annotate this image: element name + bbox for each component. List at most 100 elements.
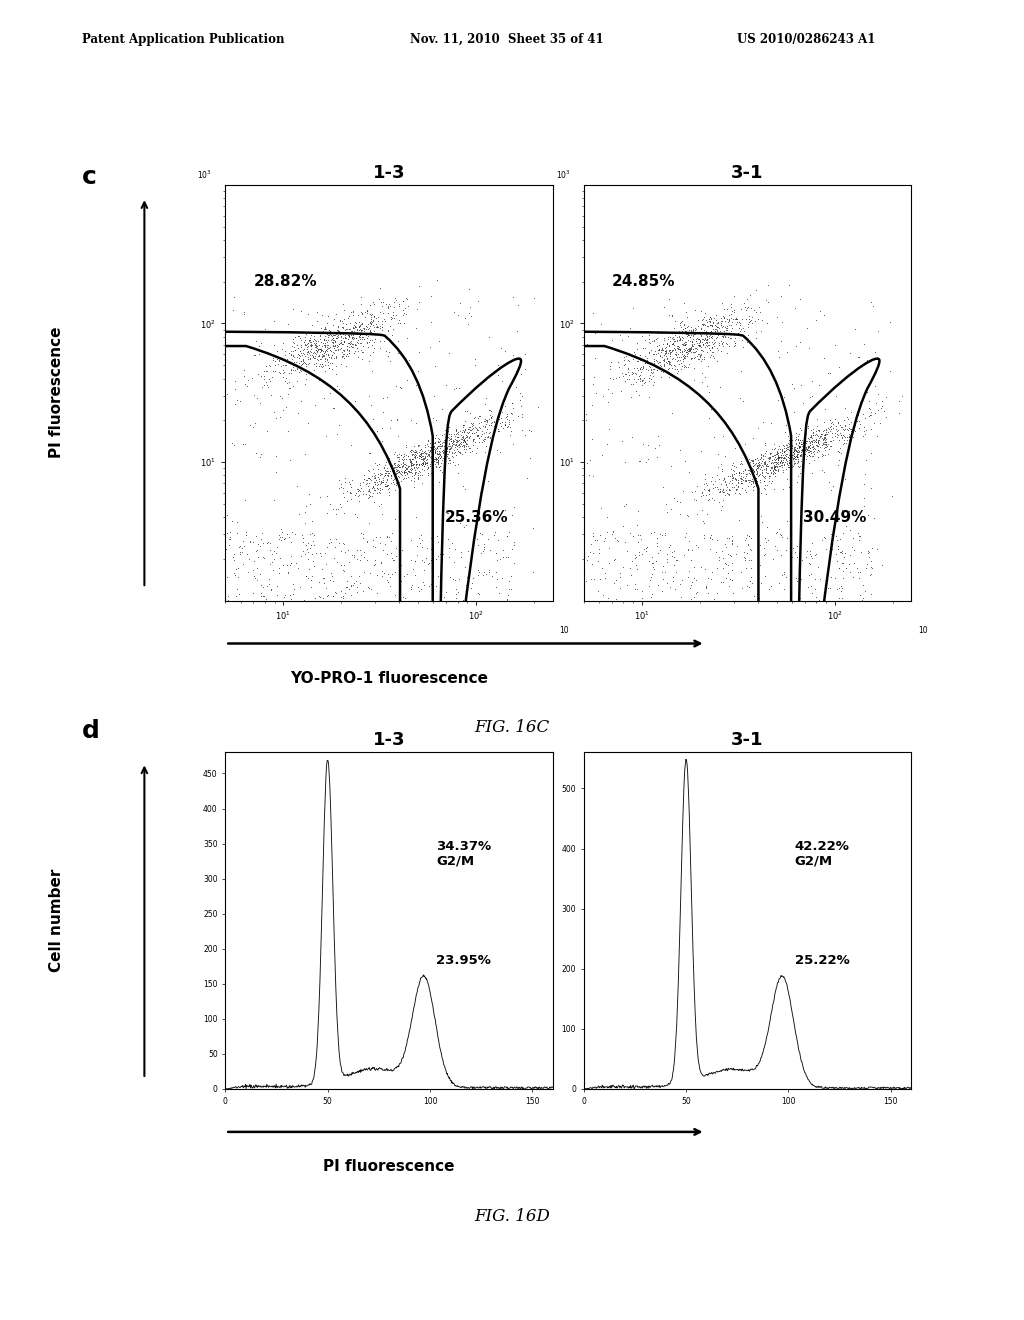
Point bbox=[377, 459, 393, 480]
Point bbox=[384, 455, 400, 477]
Point bbox=[660, 352, 677, 374]
Point bbox=[351, 319, 368, 341]
Point bbox=[303, 333, 319, 354]
Point bbox=[440, 428, 457, 449]
Point bbox=[352, 550, 369, 572]
Point bbox=[335, 345, 351, 366]
Point bbox=[283, 362, 299, 383]
Point bbox=[381, 527, 397, 548]
Point bbox=[230, 583, 247, 605]
Point bbox=[678, 504, 694, 525]
Point bbox=[338, 318, 354, 339]
Point bbox=[370, 564, 386, 585]
Point bbox=[390, 330, 407, 351]
Point bbox=[808, 424, 824, 445]
Point bbox=[674, 342, 690, 363]
Point bbox=[812, 426, 828, 447]
Point bbox=[836, 425, 852, 446]
Point bbox=[653, 346, 670, 367]
Point bbox=[420, 455, 436, 477]
Point bbox=[347, 322, 364, 343]
Point bbox=[503, 403, 519, 424]
Point bbox=[367, 479, 383, 500]
Point bbox=[852, 413, 868, 434]
Point bbox=[781, 436, 798, 457]
Point bbox=[717, 308, 733, 329]
Point bbox=[360, 350, 377, 371]
Point bbox=[891, 403, 907, 424]
Point bbox=[395, 586, 412, 607]
Point bbox=[677, 348, 693, 370]
Point bbox=[336, 339, 352, 360]
Point bbox=[624, 603, 640, 624]
Point bbox=[598, 521, 614, 543]
Point bbox=[312, 587, 329, 609]
Point bbox=[738, 557, 755, 578]
Point bbox=[591, 539, 607, 560]
Point bbox=[597, 562, 613, 583]
Point bbox=[457, 557, 473, 578]
Point bbox=[281, 352, 297, 374]
Point bbox=[271, 562, 288, 583]
Point bbox=[428, 438, 444, 459]
Point bbox=[701, 381, 718, 403]
Point bbox=[293, 337, 309, 358]
Point bbox=[851, 529, 867, 550]
Point bbox=[823, 614, 840, 635]
Point bbox=[684, 335, 700, 356]
Point bbox=[261, 569, 278, 590]
Point bbox=[329, 323, 345, 345]
Point bbox=[331, 333, 347, 354]
Point bbox=[722, 594, 738, 615]
Point bbox=[802, 440, 818, 461]
Point bbox=[701, 306, 718, 327]
Point bbox=[310, 339, 327, 360]
Point bbox=[822, 420, 839, 441]
Point bbox=[423, 440, 439, 461]
Point bbox=[761, 450, 777, 471]
Point bbox=[417, 453, 433, 474]
Point bbox=[286, 351, 302, 372]
Point bbox=[468, 418, 484, 440]
Point bbox=[681, 341, 697, 362]
Point bbox=[714, 293, 730, 314]
Point bbox=[653, 342, 670, 363]
Point bbox=[354, 341, 371, 362]
Point bbox=[367, 315, 383, 337]
Point bbox=[426, 449, 442, 470]
Point bbox=[796, 447, 812, 469]
Point bbox=[764, 438, 780, 459]
Point bbox=[763, 471, 779, 492]
Point bbox=[803, 576, 819, 597]
Point bbox=[411, 446, 427, 467]
Point bbox=[424, 420, 440, 441]
Point bbox=[439, 453, 456, 474]
Point bbox=[387, 473, 403, 494]
Point bbox=[649, 446, 666, 467]
Point bbox=[746, 602, 763, 623]
Point bbox=[414, 454, 430, 475]
Point bbox=[725, 593, 741, 614]
Point bbox=[629, 558, 645, 579]
Point bbox=[686, 381, 702, 403]
Point bbox=[340, 540, 356, 561]
Point bbox=[606, 573, 623, 594]
Point bbox=[462, 297, 478, 318]
Point bbox=[416, 455, 432, 477]
Point bbox=[440, 434, 457, 455]
Point bbox=[762, 459, 778, 480]
Point bbox=[407, 459, 423, 480]
Point bbox=[360, 487, 377, 508]
Point bbox=[833, 414, 849, 436]
Point bbox=[226, 379, 243, 400]
Point bbox=[674, 355, 690, 376]
Point bbox=[801, 552, 817, 573]
Point bbox=[799, 438, 815, 459]
Point bbox=[632, 371, 648, 392]
Point bbox=[494, 407, 510, 428]
Point bbox=[791, 434, 807, 455]
Point bbox=[667, 339, 683, 360]
Point bbox=[783, 436, 800, 457]
Point bbox=[326, 347, 342, 368]
Point bbox=[317, 337, 334, 358]
